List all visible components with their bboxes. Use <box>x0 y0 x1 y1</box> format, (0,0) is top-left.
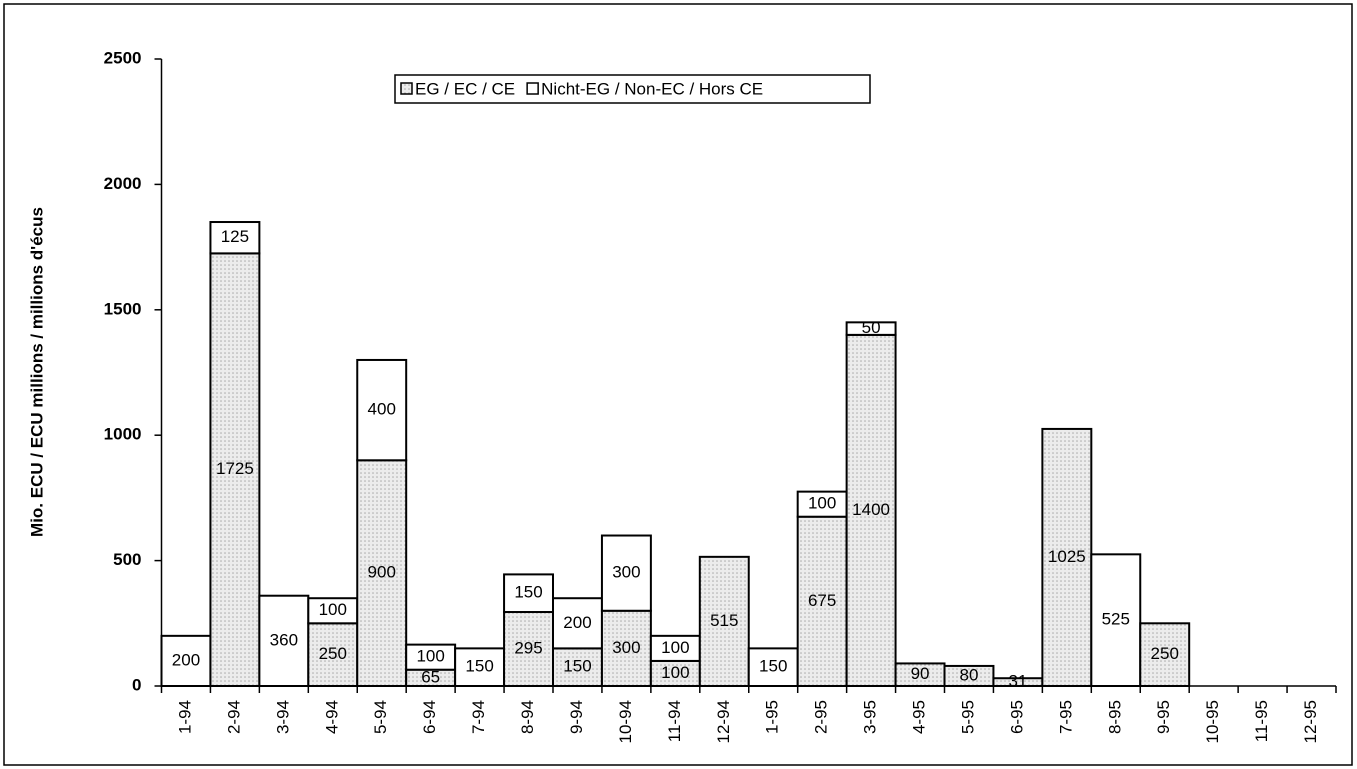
bar-segment <box>1090 553 1142 688</box>
y-tick-label: 500 <box>113 550 141 569</box>
x-tick-label: 3-95 <box>861 700 880 734</box>
x-tick-label: 12-95 <box>1301 700 1320 743</box>
data-label: 300 <box>612 563 640 582</box>
data-label: 1400 <box>852 500 890 519</box>
bar-segment <box>209 252 261 687</box>
bar-segment <box>503 573 554 614</box>
data-label: 100 <box>319 600 347 619</box>
data-label: 200 <box>172 650 200 669</box>
data-label: 65 <box>421 667 440 686</box>
data-label: 400 <box>368 400 396 419</box>
data-label: 125 <box>221 227 249 246</box>
x-tick-label: 10-94 <box>616 700 635 743</box>
x-tick-label: 10-95 <box>1203 700 1222 743</box>
bar-segment <box>845 333 897 687</box>
data-label: 250 <box>319 644 347 663</box>
bar-segment <box>307 597 359 625</box>
data-label: 150 <box>759 657 787 676</box>
bar-segment <box>943 664 995 687</box>
data-label: 150 <box>514 583 542 602</box>
bar-segment <box>552 597 603 650</box>
y-tick-label: 2500 <box>104 48 142 67</box>
data-label: 100 <box>661 663 689 682</box>
x-tick-label: 6-95 <box>1007 700 1026 734</box>
y-tick-label: 2000 <box>104 174 142 193</box>
data-label: 31 <box>1008 672 1027 691</box>
bar-segment <box>698 555 750 688</box>
x-tick-label: 7-95 <box>1056 700 1075 734</box>
data-label: 1725 <box>216 459 254 478</box>
data-label: 900 <box>368 563 396 582</box>
legend-swatch <box>400 82 413 95</box>
y-tick-label: 1500 <box>104 299 142 318</box>
x-tick-label: 3-94 <box>273 700 292 734</box>
legend-label: EG / EC / CE <box>415 79 515 98</box>
legend-label: Nicht-EG / Non-EC / Hors CE <box>541 79 763 98</box>
data-label: 150 <box>465 657 493 676</box>
data-label: 100 <box>416 647 444 666</box>
legend-box <box>394 74 871 104</box>
data-label: 80 <box>960 665 979 684</box>
bar-segment <box>600 534 652 612</box>
bar-segment <box>1139 622 1191 687</box>
data-label: 360 <box>270 630 298 649</box>
frame <box>3 3 1353 766</box>
bar-segment <box>649 634 701 662</box>
data-label: 90 <box>911 664 930 683</box>
x-tick-label: 1-95 <box>763 700 782 734</box>
x-tick-label: 6-94 <box>420 700 439 734</box>
bar-segment <box>845 321 897 336</box>
bar-segment <box>1041 427 1093 687</box>
data-label: 1025 <box>1048 547 1086 566</box>
x-tick-label: 11-94 <box>665 700 684 742</box>
bar-segment <box>258 594 310 687</box>
bar-segment <box>796 490 848 518</box>
x-tick-label: 2-94 <box>224 700 243 734</box>
x-tick-label: 5-95 <box>958 700 977 734</box>
x-tick-label: 4-95 <box>910 700 929 734</box>
x-tick-label: 11-95 <box>1252 700 1271 742</box>
x-tick-label: 9-95 <box>1154 700 1173 734</box>
data-label: 150 <box>563 657 591 676</box>
data-label: 250 <box>1151 644 1179 663</box>
x-tick-label: 8-94 <box>518 700 537 734</box>
bar-segment <box>747 647 799 688</box>
data-label: 515 <box>710 611 738 630</box>
y-tick-label: 0 <box>132 675 141 694</box>
x-tick-label: 1-94 <box>175 700 194 734</box>
bar-segment <box>454 647 506 688</box>
bar-segment <box>356 358 408 462</box>
data-label: 50 <box>862 318 881 337</box>
x-tick-label: 12-94 <box>714 700 733 743</box>
x-tick-label: 8-95 <box>1105 700 1124 734</box>
data-label: 300 <box>612 638 640 657</box>
y-tick-label: 1000 <box>104 425 142 444</box>
x-tick-label: 9-94 <box>567 700 586 734</box>
x-tick-label: 4-94 <box>322 700 341 734</box>
legend-swatch <box>526 82 539 95</box>
bar-segment <box>209 221 261 255</box>
data-label: 100 <box>808 494 836 513</box>
data-label: 675 <box>808 591 836 610</box>
x-tick-label: 7-94 <box>469 700 488 734</box>
bar-segment <box>503 611 554 687</box>
data-label: 295 <box>514 638 542 657</box>
y-axis-label: Mio. ECU / ECU millions / millions d'écu… <box>27 207 46 537</box>
data-label: 525 <box>1102 610 1130 629</box>
x-tick-label: 5-94 <box>371 700 390 734</box>
data-label: 200 <box>563 613 591 632</box>
data-label: 100 <box>661 638 689 657</box>
x-tick-label: 2-95 <box>812 700 831 734</box>
